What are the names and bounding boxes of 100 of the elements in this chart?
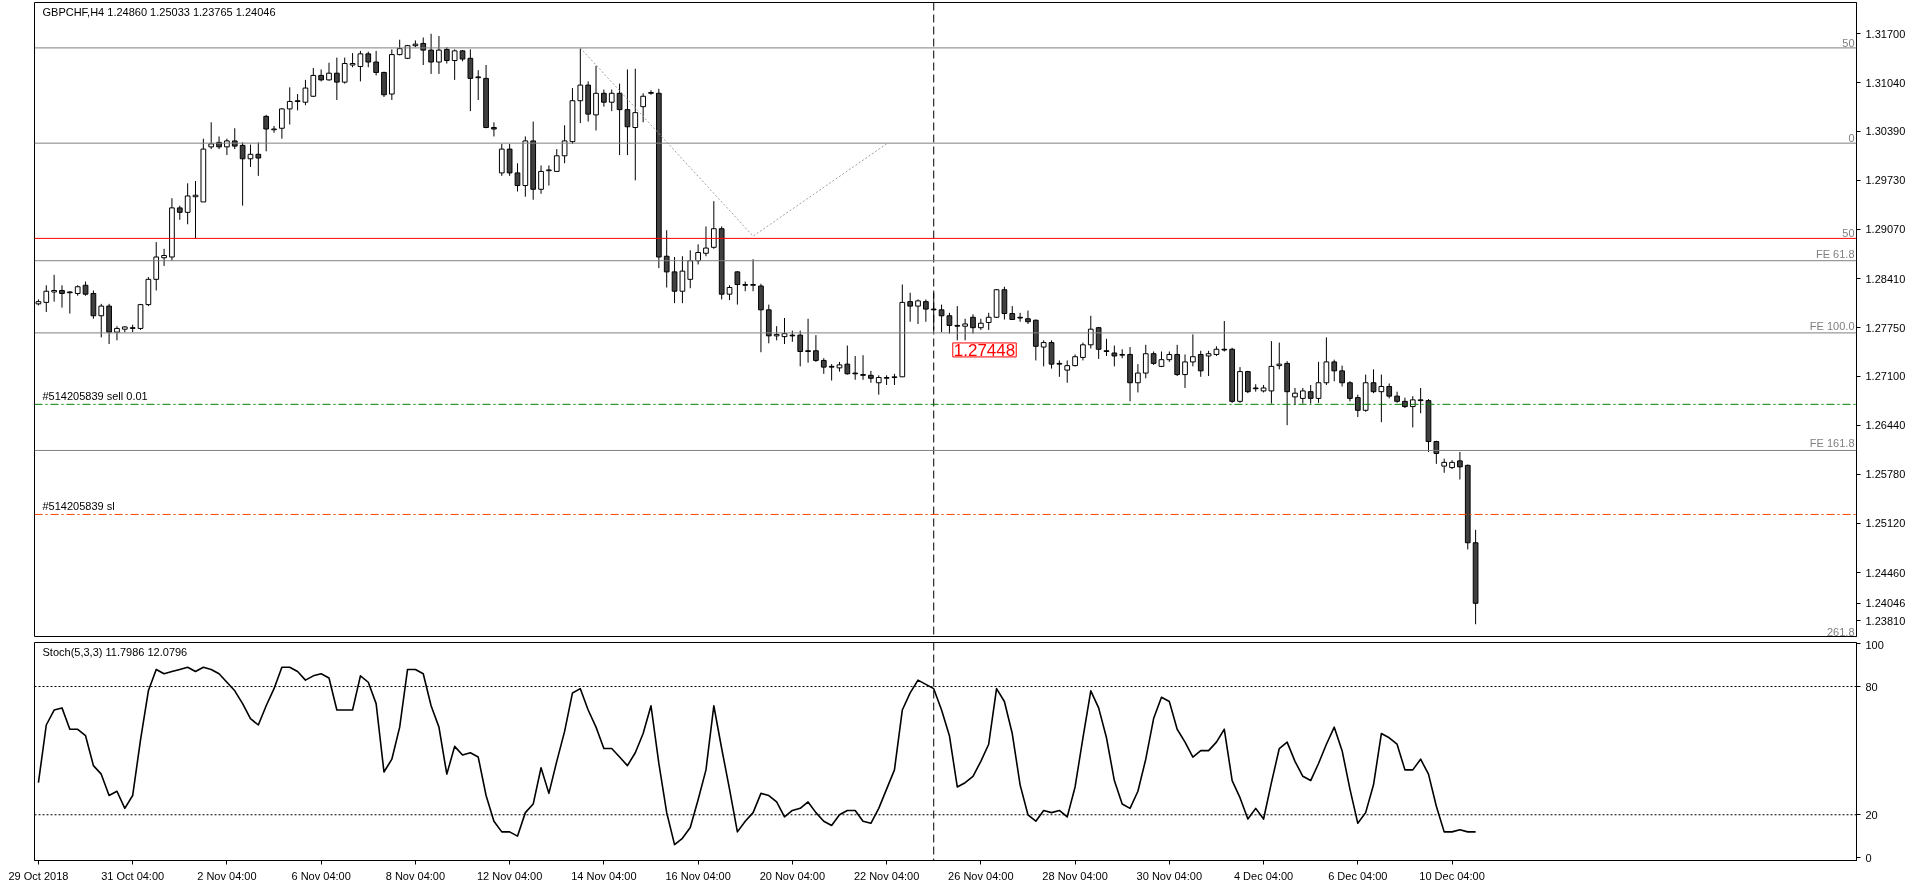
candlestick [66,290,73,315]
y-tick-label: 1.24046 [1865,597,1906,610]
candlestick [593,65,599,131]
candlestick [1174,344,1181,377]
candlestick [640,92,646,123]
candlestick [1347,380,1353,402]
candlestick [1135,363,1141,393]
candlestick [1323,336,1330,386]
category-label: 16 Nov 04:00 [665,869,731,882]
y-tick-label: 1.25120 [1865,517,1906,530]
category-label: 12 Nov 04:00 [476,869,543,882]
candlestick [310,67,317,98]
candlestick [954,305,961,341]
category-label: 29 Oct 2018 [8,869,69,882]
category-label: 31 Oct 04:00 [101,869,165,882]
candlestick [137,303,144,331]
candlestick [263,114,270,152]
chart-title: GBPCHF,H4 1.24860 1.25033 1.23765 1.24046 [42,5,276,18]
candlestick [326,62,332,82]
candlestick [553,148,560,172]
candlestick [1292,387,1298,406]
candlestick [451,48,458,81]
y-tick-label: 1.25780 [1865,468,1906,481]
y-tick-label: 1.31700 [1865,27,1906,40]
candlestick [1276,342,1283,370]
y-tick-label: 100 [1865,638,1884,651]
candlestick [663,229,670,288]
ref-line-label: FE 100.0 [1809,319,1855,332]
annotation: 50 [1842,227,1855,240]
category-label: 28 Nov 04:00 [1042,869,1108,882]
candlestick [577,48,584,124]
annotation: 0 [1848,132,1855,145]
candlestick [491,121,497,137]
candlestick [341,57,348,85]
candlestick [153,241,160,291]
candlestick [875,374,882,396]
y-tick-label: 1.24460 [1865,566,1906,579]
candlestick [208,121,215,150]
candlestick [852,355,859,381]
candlestick [279,107,285,140]
candlestick [946,312,953,335]
category-label: 6 Dec 04:00 [1328,869,1388,882]
candlestick [1339,365,1345,387]
candlestick [1315,361,1322,404]
candlestick [734,270,741,306]
category-label: 10 Dec 04:00 [1419,869,1485,882]
candlestick [923,298,929,323]
candlestick [1331,359,1338,382]
candlestick [271,125,277,134]
candlestick [703,225,709,257]
candlestick [860,354,866,381]
category-label: 22 Nov 04:00 [853,869,920,882]
candlestick [1190,333,1196,367]
candlestick [334,57,340,101]
category-label: 2 Nov 04:00 [197,869,257,882]
candlestick [1197,350,1204,378]
annotation: 50 [1842,37,1855,50]
ref-line-label: FE 161.8 [1809,437,1855,450]
annotation: 1.27448 [953,340,1016,360]
y-tick-label: 20 [1865,808,1878,821]
category-label: 8 Nov 04:00 [385,869,446,882]
candlestick [538,164,544,195]
candlestick [381,71,387,98]
category-label: 6 Nov 04:00 [291,869,351,882]
candlestick [695,243,701,265]
candlestick [797,330,804,367]
candlestick [632,68,639,181]
candlestick [938,304,945,333]
y-tick-label: 1.29070 [1865,223,1906,236]
ref-line-label: #514205839 sl [42,500,115,513]
candlestick [161,248,167,267]
candlestick [758,283,764,353]
ref-line-label: #514205839 sell 0.01 [42,390,148,403]
candlestick [498,143,505,177]
y-tick-label: 1.30390 [1865,125,1906,138]
candlestick [373,50,379,76]
annotation: 261,8 [1826,625,1855,638]
candlestick [1111,345,1118,367]
candlestick [1182,353,1188,389]
y-tick-label: 0 [1865,851,1872,864]
candlestick [286,86,293,126]
candlestick [750,258,756,292]
candlestick [475,69,482,101]
y-tick-label: 1.23810 [1865,614,1906,627]
candlestick [624,68,631,156]
candlestick [1040,339,1047,367]
candlestick [506,143,513,177]
candlestick [51,274,57,303]
y-tick-label: 1.26440 [1865,419,1906,432]
candlestick [514,162,521,193]
candlestick [608,89,615,112]
y-tick-label: 1.28410 [1865,272,1906,285]
candlestick [98,303,105,338]
candlestick [844,345,851,376]
candlestick [546,164,552,187]
candlestick [648,89,654,96]
category-label: 4 Dec 04:00 [1233,869,1294,882]
candlestick [255,141,262,177]
candlestick [1307,384,1314,405]
y-tick-label: 1.27100 [1865,370,1906,383]
